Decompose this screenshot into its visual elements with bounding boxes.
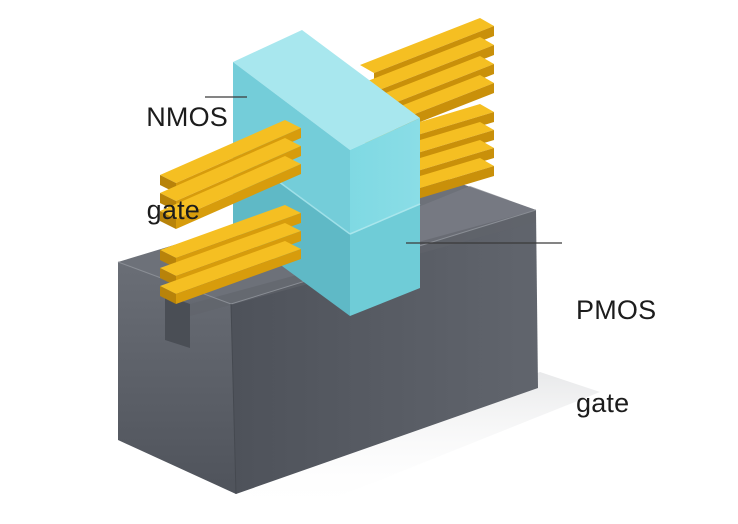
front-fin-stacks: [160, 120, 301, 304]
nmos-gate-label: NMOS gate: [104, 40, 228, 257]
nmos-gate-label-line1: NMOS: [146, 102, 228, 132]
pmos-gate-label-line1: PMOS: [576, 295, 657, 325]
pmos-gate-label: PMOS gate: [576, 233, 656, 450]
front-lower-fin-stack: [160, 205, 301, 304]
shadow: [240, 372, 600, 512]
pmos-gate-label-line2: gate: [576, 388, 630, 418]
front-upper-fin-stack: [160, 120, 301, 229]
nmos-gate-label-line2: gate: [146, 195, 200, 225]
nmos-gate-block: [233, 30, 420, 234]
leader-lines: [205, 96, 562, 244]
